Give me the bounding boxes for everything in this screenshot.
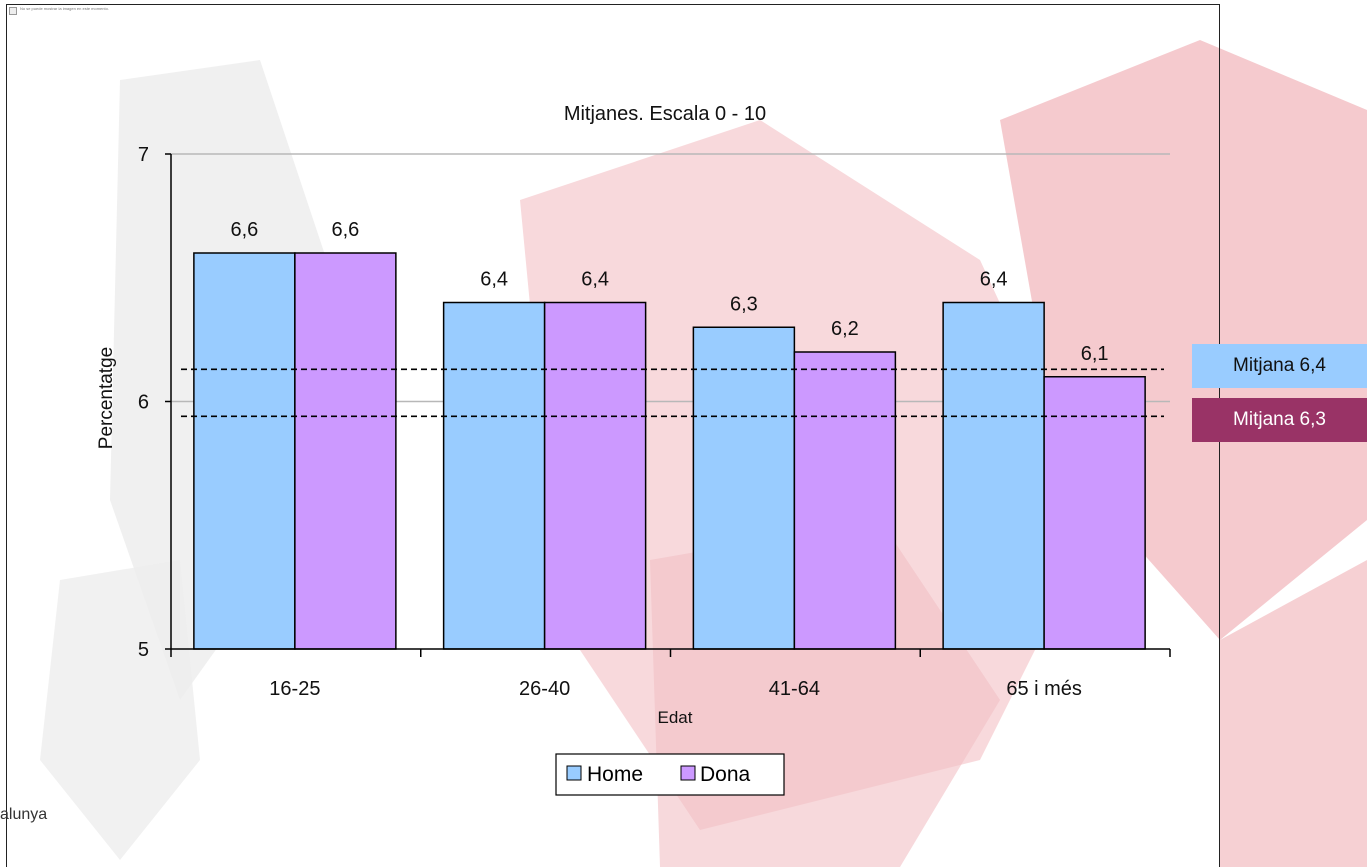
y-tick-label: 7 — [138, 144, 149, 166]
data-label: 6,4 — [480, 269, 508, 291]
legend-dona-label: Dona — [700, 763, 751, 786]
y-tick-label: 6 — [138, 392, 149, 414]
y-tick-label: 5 — [138, 639, 149, 661]
data-label: 6,2 — [831, 318, 859, 340]
bar-dona — [543, 301, 647, 650]
bar-dona — [294, 252, 397, 650]
y-axis-label: Percentatge — [96, 347, 117, 449]
home-average-badge: Mitjana 6,4 — [1192, 344, 1367, 388]
data-label: 6,6 — [230, 219, 258, 241]
bar-home — [442, 301, 546, 650]
data-label: 6,1 — [1081, 343, 1109, 365]
x-axis-label: Edat — [658, 708, 693, 727]
legend: Home Dona — [555, 753, 785, 796]
bar-group — [193, 252, 1146, 650]
reference-lines — [181, 368, 1164, 418]
data-label: 6,3 — [730, 293, 758, 315]
bar-dona — [1043, 376, 1146, 650]
footer-text: alunya — [0, 806, 48, 823]
data-label: 6,6 — [331, 219, 359, 241]
dona-average-badge: Mitjana 6,3 — [1192, 398, 1367, 442]
x-tick-label: 65 i més — [1006, 678, 1082, 700]
legend-box — [555, 753, 785, 796]
bar-home — [692, 326, 796, 650]
legend-home-label: Home — [587, 763, 643, 786]
broken-image-text: No se puede mostrar la imagen en este mo… — [20, 6, 109, 11]
x-tick-label: 41-64 — [769, 678, 820, 700]
axes — [165, 153, 1171, 657]
broken-image-icon — [9, 7, 17, 15]
bar-home — [193, 252, 296, 650]
data-label: 6,4 — [980, 269, 1008, 291]
data-label: 6,4 — [581, 269, 609, 291]
bar-dona — [793, 351, 897, 650]
x-tick-label: 26-40 — [519, 678, 570, 700]
bar-home — [942, 301, 1045, 650]
tick-labels: 5 6 7 16-25 26-40 41-64 65 i més — [138, 144, 1082, 700]
data-labels: 6,6 6,6 6,4 6,4 6,3 6,2 6,4 6,1 — [230, 219, 1108, 365]
x-tick-label: 16-25 — [269, 678, 320, 700]
chart-title: Mitjanes. Escala 0 - 10 — [564, 103, 766, 125]
legend-dona-swatch — [680, 765, 696, 781]
legend-home-swatch — [566, 765, 582, 781]
